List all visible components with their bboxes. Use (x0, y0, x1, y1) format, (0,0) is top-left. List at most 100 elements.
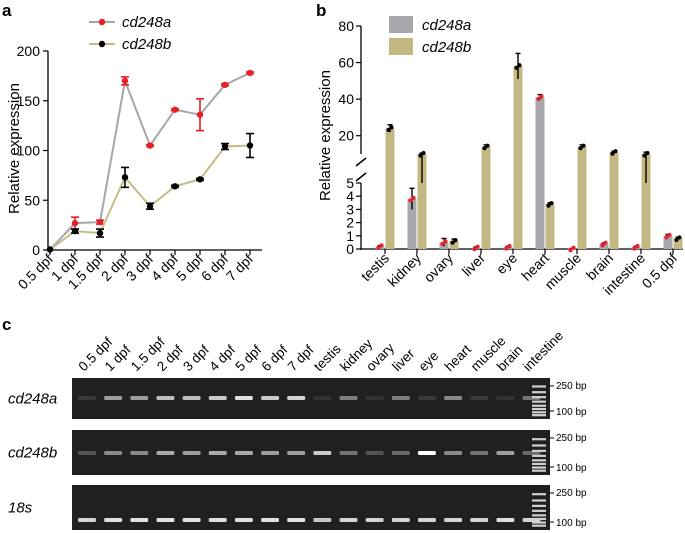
gel-band (313, 396, 332, 400)
gel-background (72, 485, 550, 530)
gel-band (261, 451, 280, 455)
replicate-dot-cd248a (475, 244, 480, 249)
gel-band (78, 451, 96, 455)
replicate-dot-cd248a (472, 247, 477, 252)
replicate-dot-cd248b (546, 203, 551, 208)
replicate-dot-cd248a (568, 248, 573, 253)
bar-cd248a (663, 235, 673, 249)
data-point-cd248a (71, 219, 79, 227)
bar-cd248b (609, 152, 619, 249)
data-point-cd248b (221, 143, 229, 150)
gel-band (182, 396, 201, 400)
gel-band (313, 451, 332, 455)
replicate-dot-cd248b (450, 240, 455, 245)
ladder-band (532, 509, 546, 512)
legend-swatch-cd248b (389, 38, 413, 55)
x-tick-label-a: 5 dpf (173, 251, 206, 284)
replicate-dot-cd248b (421, 150, 426, 156)
y-tick-label-b: 4 (346, 188, 354, 204)
data-point-cd248b (146, 203, 154, 210)
bar-cd248b (481, 146, 491, 249)
replicate-dot-cd248a (600, 243, 605, 248)
gel-band (234, 451, 253, 455)
replicate-dot-cd248b (453, 237, 458, 243)
marker-label-18s: 100 bp (556, 518, 587, 529)
gel-band (130, 396, 149, 400)
x-tick-label-a: 7 dpf (223, 251, 256, 284)
x-tick-label-a: 6 dpf (198, 251, 231, 284)
data-point-cd248a (221, 81, 229, 89)
y-tick-label-b: 80 (338, 18, 354, 34)
gel-band (391, 518, 410, 522)
ladder-band (532, 454, 546, 457)
gel-band (470, 451, 489, 455)
replicate-dot-cd248b (514, 65, 519, 70)
ladder-band (532, 517, 546, 521)
replicate-dot-cd248a (603, 240, 608, 245)
gel-band (365, 451, 384, 455)
replicate-dot-cd248a (667, 232, 672, 237)
bar-cd248b (545, 204, 555, 249)
ladder-band (532, 449, 546, 452)
y-tick-label-a: 0 (32, 242, 40, 258)
bar-cd248b (577, 146, 587, 249)
gel-band (444, 518, 463, 522)
gel-lane-label: heart (442, 342, 475, 375)
gel-band (261, 396, 280, 400)
replicate-dot-cd248a (504, 246, 509, 251)
panel-label-c: c (2, 315, 11, 334)
y-tick-label-a: 150 (17, 93, 41, 109)
gel-band (261, 518, 280, 522)
data-point-cd248a (196, 111, 204, 118)
replicate-dot-cd248b (386, 127, 391, 132)
gel-band (339, 518, 358, 522)
panel-label-a: a (2, 1, 12, 20)
gel-band (444, 396, 463, 400)
gene-label-cd248a: cd248a (8, 391, 57, 408)
gel-band (182, 451, 201, 455)
ladder-band (532, 444, 546, 447)
gel-band (208, 518, 227, 522)
y-tick-label-b: 5 (346, 175, 354, 191)
bar-cd248a (535, 97, 545, 249)
replicate-dot-cd248a (632, 246, 637, 251)
gel-band (208, 451, 227, 455)
ladder-band (532, 521, 546, 524)
data-point-cd248a (121, 77, 129, 85)
data-point-cd248a (171, 106, 179, 113)
replicate-dot-cd248a (440, 241, 445, 246)
data-point-cd248a (146, 142, 154, 149)
gel-band (156, 518, 175, 522)
marker-label-cd248a: 100 bp (556, 407, 587, 418)
ladder-band (532, 391, 546, 394)
gel-band (391, 451, 410, 455)
ladder-band (532, 514, 546, 517)
replicate-dot-cd248b (578, 146, 583, 151)
gel-band (444, 451, 463, 455)
gel-band (417, 396, 436, 400)
legend-label-cd248a: cd248a (422, 17, 471, 34)
axis-break-mark-b (355, 172, 367, 182)
legend-label-cd248a: cd248a (122, 14, 171, 31)
y-tick-label-b: 40 (338, 91, 354, 107)
ladder-band (532, 400, 546, 403)
replicate-dot-cd248b (482, 146, 487, 151)
gel-band (182, 518, 201, 522)
bar-cd248b (449, 241, 459, 249)
y-tick-label-b: 3 (346, 201, 354, 217)
gel-band (287, 518, 306, 522)
gel-band (339, 451, 358, 455)
gel-band (156, 396, 175, 400)
gel-band (496, 518, 515, 522)
marker-label-cd248b: 100 bp (556, 463, 587, 474)
legend-label-cd248b: cd248b (122, 36, 171, 53)
gel-band (104, 518, 123, 522)
gel-band (130, 451, 149, 455)
bar-cd248b (417, 154, 427, 249)
series-line-cd248b (49, 144, 251, 251)
x-tick-label-a: 4 dpf (148, 251, 181, 284)
data-point-cd248b (71, 227, 79, 235)
gel-band (417, 451, 436, 455)
